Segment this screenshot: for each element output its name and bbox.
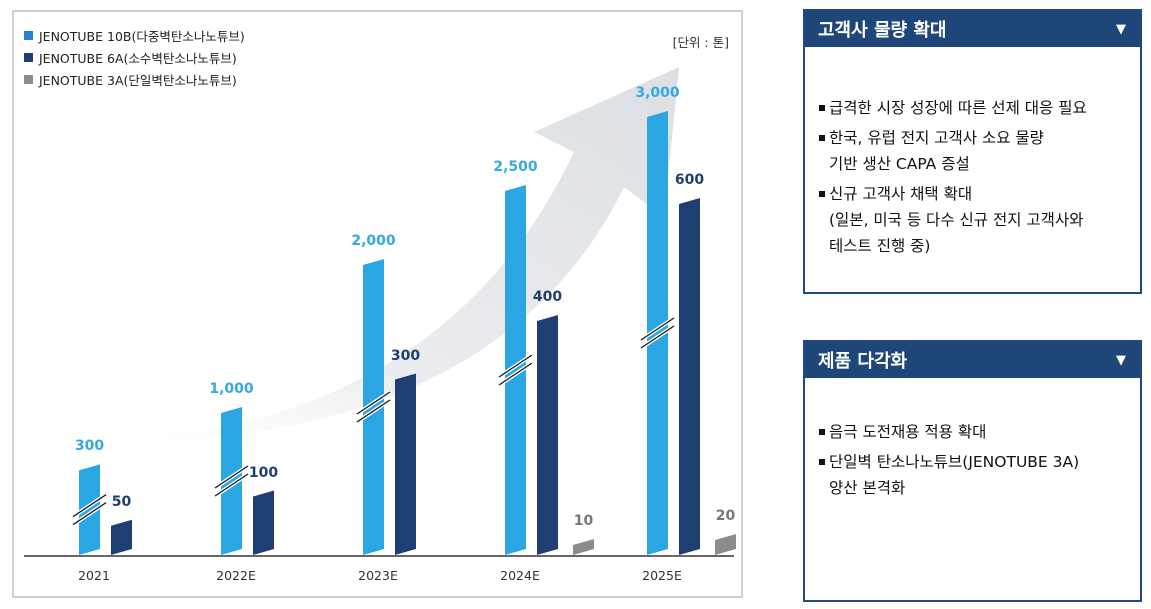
bar-6a-2024e <box>537 315 558 555</box>
x-tick-label: 2024E <box>500 568 540 583</box>
chart-legend: JENOTUBE 10B(다중벽탄소나노튜브) JENOTUBE 6A(소수벽탄… <box>24 24 245 90</box>
legend-item: JENOTUBE 10B(다중벽탄소나노튜브) <box>24 24 245 46</box>
legend-item: JENOTUBE 6A(소수벽탄소나노튜브) <box>24 46 245 68</box>
panel-header[interactable]: 제품 다각화 ▼ <box>805 342 1140 378</box>
value-label-10b: 3,000 <box>635 85 680 101</box>
bullet-item: 한국, 유럽 전지 고객사 소요 물량 기반 생산 CAPA 증설 <box>819 125 1128 177</box>
value-label-10b: 1,000 <box>209 381 254 397</box>
bar-6a-2025e <box>679 198 700 555</box>
axis-break-mark <box>355 390 392 424</box>
axis-break-mark <box>213 464 250 498</box>
legend-swatch-6a <box>24 52 33 62</box>
axis-break-mark <box>497 353 534 387</box>
legend-label: JENOTUBE 6A(소수벽탄소나노튜브) <box>39 50 237 66</box>
bullet-item: 음극 도전재용 적용 확대 <box>819 419 1128 445</box>
bar-chart <box>24 67 736 557</box>
value-label-6a: 300 <box>390 347 421 364</box>
bullet-item: 단일벽 탄소나노튜브(JENOTUBE 3A) 양산 본격화 <box>819 449 1128 501</box>
panel-customer-volume: 고객사 물량 확대 ▼ 급격한 시장 성장에 따른 선제 대응 필요 한국, 유… <box>803 9 1142 294</box>
square-bullet-icon <box>819 105 825 111</box>
square-bullet-icon <box>819 191 825 197</box>
bar-10b-2024e <box>505 185 526 555</box>
legend-swatch-10b <box>24 30 33 40</box>
bar-6a-2022e <box>253 490 274 555</box>
legend-label: JENOTUBE 3A(단일벽탄소나노튜브) <box>39 72 237 88</box>
bullet-item: 신규 고객사 채택 확대 (일본, 미국 등 다수 신규 전지 고객사와 테스트… <box>819 181 1128 259</box>
panel-body: 음극 도전재용 적용 확대 단일벽 탄소나노튜브(JENOTUBE 3A) 양산… <box>805 378 1140 501</box>
bullet-text: 단일벽 탄소나노튜브(JENOTUBE 3A) 양산 본격화 <box>829 453 1080 497</box>
bar-10b-2025e <box>647 111 668 555</box>
axis-break-mark <box>71 493 108 527</box>
panel-body: 급격한 시장 성장에 따른 선제 대응 필요 한국, 유럽 전지 고객사 소요 … <box>805 47 1140 259</box>
bar-10b-2022e <box>221 407 242 555</box>
x-tick-label: 2021 <box>78 568 110 583</box>
x-tick-label: 2022E <box>216 568 256 583</box>
legend-label: JENOTUBE 10B(다중벽탄소나노튜브) <box>39 28 245 44</box>
value-label-3a: 20 <box>715 508 736 524</box>
bar-10b-2021 <box>79 464 100 555</box>
legend-item: JENOTUBE 3A(단일벽탄소나노튜브) <box>24 68 245 90</box>
panel-title: 고객사 물량 확대 <box>818 20 947 41</box>
collapse-triangle-icon[interactable]: ▼ <box>1116 352 1126 368</box>
bar-6a-2023e <box>395 373 416 555</box>
axis-break-mark <box>639 316 676 350</box>
chart-frame: JENOTUBE 10B(다중벽탄소나노튜브) JENOTUBE 6A(소수벽탄… <box>12 10 743 598</box>
square-bullet-icon <box>819 429 825 435</box>
bar-10b-2023e <box>363 259 384 555</box>
legend-swatch-3a <box>24 74 33 84</box>
square-bullet-icon <box>819 459 825 465</box>
bar-6a-2021 <box>111 519 132 555</box>
value-label-10b: 2,000 <box>351 233 396 249</box>
growth-arrow <box>74 67 679 442</box>
square-bullet-icon <box>819 135 825 141</box>
panel-header[interactable]: 고객사 물량 확대 ▼ <box>805 11 1140 47</box>
bullet-text: 신규 고객사 채택 확대 (일본, 미국 등 다수 신규 전지 고객사와 테스트… <box>829 185 1084 255</box>
panel-product-diversification: 제품 다각화 ▼ 음극 도전재용 적용 확대 단일벽 탄소나노튜브(JENOTU… <box>803 340 1142 602</box>
value-label-6a: 100 <box>248 464 279 481</box>
bar-3a-2025e <box>715 534 736 555</box>
x-tick-label: 2025E <box>642 568 682 583</box>
value-label-6a: 600 <box>674 172 705 188</box>
collapse-triangle-icon[interactable]: ▼ <box>1116 21 1126 37</box>
bullet-text: 한국, 유럽 전지 고객사 소요 물량 기반 생산 CAPA 증설 <box>829 129 1044 173</box>
unit-label: [단위 : 톤] <box>672 35 729 50</box>
bullet-item: 급격한 시장 성장에 따른 선제 대응 필요 <box>819 95 1128 121</box>
value-label-6a: 50 <box>111 493 132 510</box>
value-label-10b: 300 <box>74 438 105 455</box>
value-label-3a: 10 <box>573 513 594 529</box>
bullet-text: 음극 도전재용 적용 확대 <box>829 423 987 441</box>
bar-3a-2024e <box>573 539 594 555</box>
x-tick-label: 2023E <box>358 568 398 583</box>
bullet-text: 급격한 시장 성장에 따른 선제 대응 필요 <box>829 99 1087 117</box>
value-label-10b: 2,500 <box>493 159 538 175</box>
panel-title: 제품 다각화 <box>818 351 908 372</box>
value-label-6a: 400 <box>532 289 563 305</box>
